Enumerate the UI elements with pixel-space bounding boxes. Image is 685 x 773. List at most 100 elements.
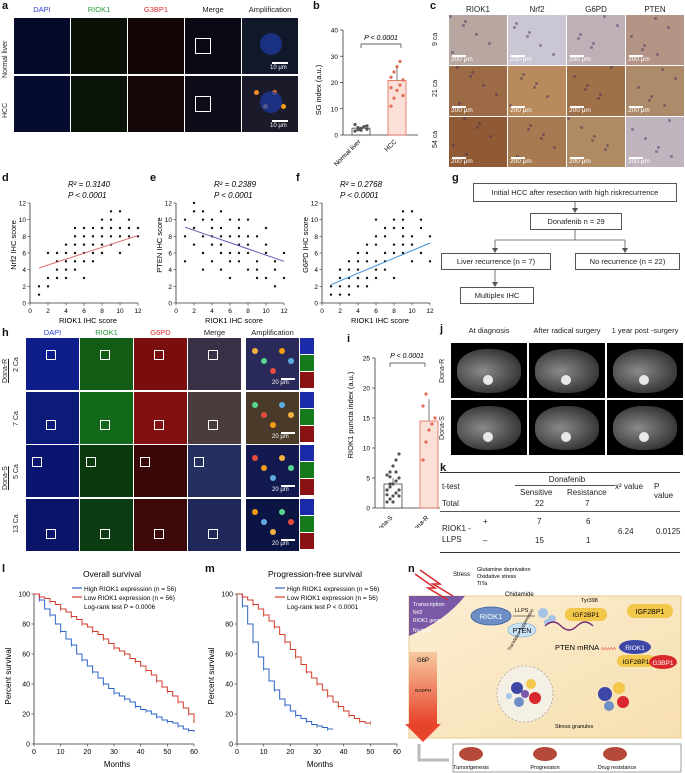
k-total-r: 7 bbox=[585, 499, 590, 508]
ytick-label: 10 bbox=[19, 217, 27, 224]
data-point bbox=[255, 268, 259, 271]
panel-h-rowwrap-0: 2 Ca bbox=[13, 338, 25, 390]
puncta-dot bbox=[270, 368, 276, 374]
data-point bbox=[389, 75, 393, 79]
data-point bbox=[73, 243, 77, 246]
data-point bbox=[388, 475, 392, 479]
xtick-label: 2 bbox=[338, 308, 342, 315]
panel-f-ylabel: G6PD IHC score bbox=[301, 217, 310, 273]
data-point bbox=[246, 268, 250, 271]
data-point bbox=[392, 251, 396, 255]
scale-bar bbox=[452, 157, 466, 159]
panel-h-tile-r2-c1 bbox=[80, 445, 133, 497]
cell-nucleus bbox=[599, 93, 602, 96]
data-point bbox=[356, 285, 360, 288]
ct-spine bbox=[561, 375, 571, 385]
data-point bbox=[389, 104, 393, 108]
ytick-label: 5 bbox=[366, 476, 370, 483]
data-point bbox=[398, 59, 402, 64]
scale-text: 200 μm bbox=[569, 158, 591, 165]
xtick-label: 10 bbox=[262, 308, 270, 315]
cell-nucleus bbox=[579, 33, 582, 36]
panel-c-tile-r2-c1: 200 μm bbox=[508, 117, 566, 167]
scale-bar bbox=[511, 157, 525, 159]
cell-nucleus bbox=[648, 99, 651, 102]
panel-h-tile-r0-c2 bbox=[134, 338, 187, 390]
xtick-label: 0 bbox=[32, 749, 36, 756]
data-point bbox=[91, 235, 95, 238]
panel-j-tile-r1-c0 bbox=[451, 400, 527, 455]
data-point bbox=[424, 392, 428, 396]
panel-a-tile-r0-c1 bbox=[71, 18, 127, 74]
panel-b-label: b bbox=[313, 0, 320, 12]
data-point bbox=[82, 276, 86, 280]
data-point bbox=[388, 470, 392, 474]
cell-nucleus bbox=[463, 117, 466, 120]
flow-box-no-recurrence: No recurrence (n = 22) bbox=[575, 253, 680, 270]
zoom-box bbox=[194, 457, 204, 467]
data-point bbox=[394, 479, 398, 483]
data-point bbox=[210, 260, 214, 263]
puncta-dot bbox=[261, 465, 267, 471]
panel-d-r2: R² = 0.3140 bbox=[68, 180, 111, 189]
data-point bbox=[401, 235, 405, 238]
cell-nucleus bbox=[668, 119, 671, 122]
data-point bbox=[392, 70, 396, 74]
panel-j-label: j bbox=[440, 323, 444, 335]
data-point bbox=[365, 124, 369, 128]
panel-m-legend-low: Low RIOK1 expression (n = 56) bbox=[287, 595, 378, 602]
panel-h-amp-r2: 20 μm bbox=[246, 445, 299, 497]
puncta-dot bbox=[279, 402, 285, 408]
k-header-drug: Donafenib bbox=[548, 475, 586, 484]
panel-h-tile-r1-c2 bbox=[134, 392, 187, 444]
cell-nucleus bbox=[591, 139, 594, 142]
xtick-label: 6 bbox=[82, 308, 86, 315]
xtick-label: 10 bbox=[57, 749, 65, 756]
data-point bbox=[365, 251, 369, 255]
cell-nucleus bbox=[592, 42, 595, 45]
data-point bbox=[201, 218, 205, 221]
cell-nucleus bbox=[540, 137, 543, 140]
puncta-dot bbox=[279, 348, 285, 354]
outcomes-box bbox=[452, 743, 682, 773]
data-point bbox=[37, 285, 41, 288]
ytick-label: 20 bbox=[363, 386, 371, 393]
panel-m-label: m bbox=[205, 563, 215, 575]
cell-nucleus bbox=[535, 82, 538, 85]
panel-a-tile-r1-c1 bbox=[71, 76, 127, 132]
data-point bbox=[228, 251, 232, 255]
panel-n-schematic: Stress Glutamine deprivation Oxidative s… bbox=[405, 567, 682, 773]
cell-nucleus bbox=[674, 77, 677, 80]
cell-nucleus bbox=[520, 77, 523, 80]
zoom-box bbox=[140, 457, 150, 467]
cell-nucleus bbox=[667, 26, 670, 29]
xtick-label: 4 bbox=[356, 308, 360, 315]
data-point bbox=[347, 260, 351, 263]
puncta-dot bbox=[270, 529, 276, 535]
data-point bbox=[427, 428, 431, 432]
xtick-label: 10 bbox=[260, 749, 268, 756]
puncta-dot bbox=[252, 402, 258, 408]
ytick-label: 20 bbox=[22, 712, 30, 719]
data-point bbox=[392, 96, 396, 100]
data-point bbox=[228, 218, 232, 221]
data-point bbox=[388, 497, 392, 501]
data-point bbox=[374, 260, 378, 263]
k-header-resistance: Resistance bbox=[567, 488, 607, 497]
zoom-box bbox=[100, 420, 110, 430]
ytick-label: 0 bbox=[26, 742, 30, 749]
mrna-strand bbox=[544, 621, 594, 631]
data-point bbox=[228, 276, 232, 280]
data-point bbox=[219, 210, 223, 213]
cell-nucleus bbox=[573, 75, 576, 78]
cell-nucleus bbox=[478, 122, 481, 125]
xtick-label: 10 bbox=[116, 308, 124, 315]
ytick-label: 12 bbox=[311, 201, 319, 208]
droplet-shape bbox=[538, 608, 548, 618]
data-point bbox=[383, 268, 387, 271]
xtick-label: 50 bbox=[163, 749, 171, 756]
scale-bar bbox=[281, 378, 295, 380]
n-outcome-3: Drug resistance bbox=[598, 765, 637, 771]
panel-h-strip-r3-2 bbox=[300, 533, 314, 549]
zoom-box bbox=[154, 529, 164, 539]
